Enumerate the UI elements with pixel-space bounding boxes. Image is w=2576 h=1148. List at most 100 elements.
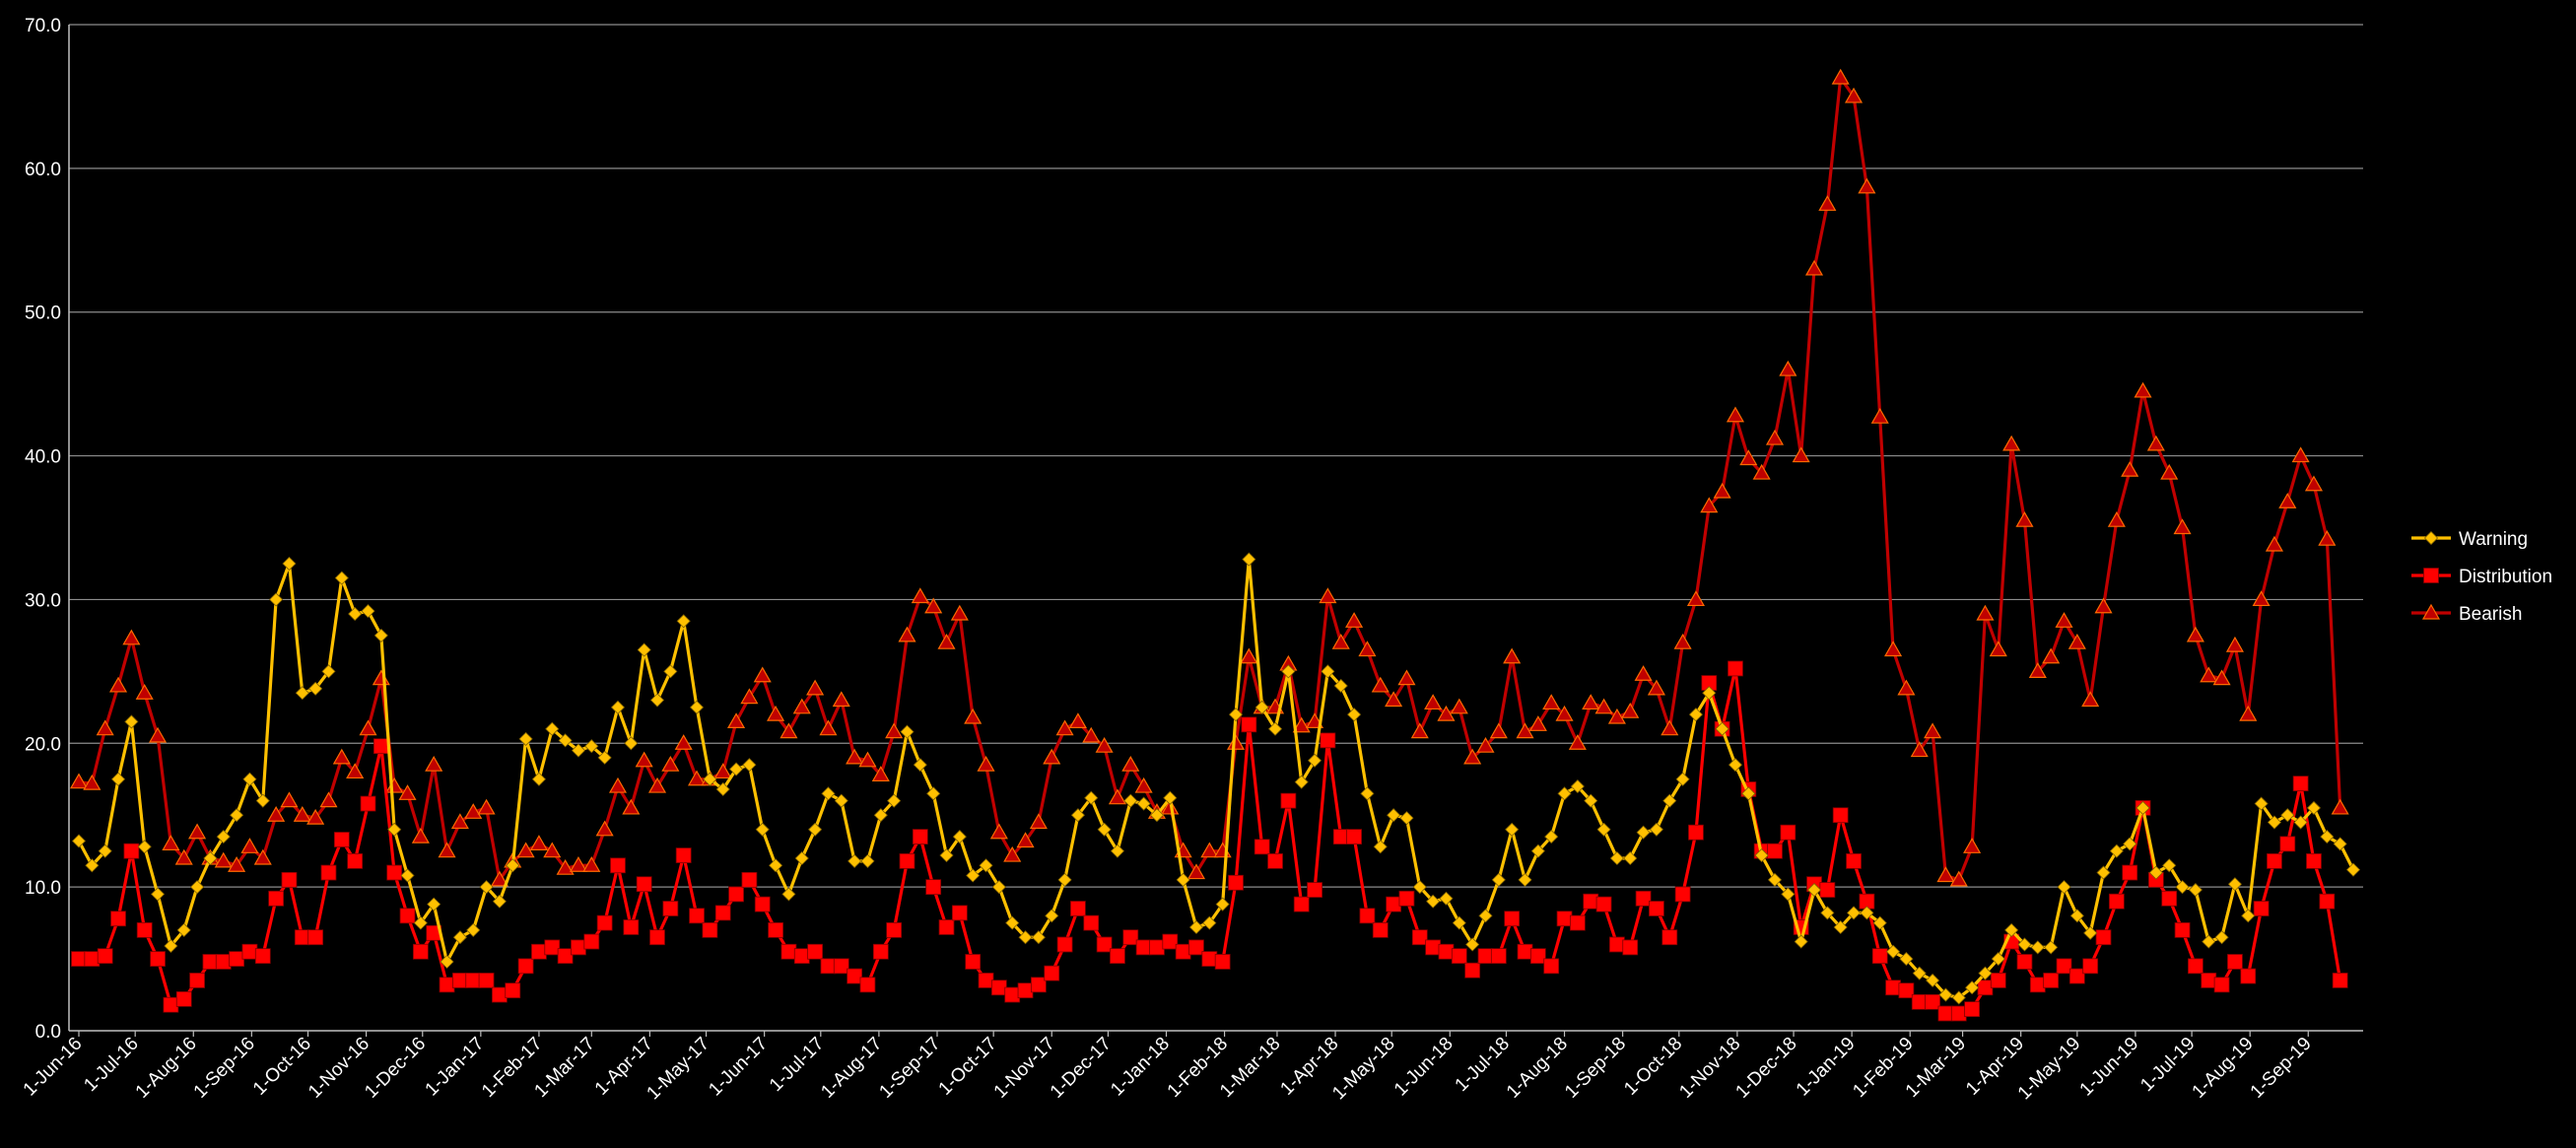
warning-point: [649, 693, 665, 708]
warning-point: [1846, 906, 1862, 920]
warning-point: [1333, 678, 1348, 694]
distribution-point: [110, 911, 126, 927]
bearish-point: [2225, 636, 2244, 652]
warning-point: [1741, 786, 1756, 801]
distribution-point: [1635, 890, 1652, 907]
bearish-point: [1804, 259, 1824, 276]
bearish-point: [1792, 446, 1810, 463]
warning-point: [334, 571, 349, 585]
distribution-point: [412, 943, 429, 960]
legend-distribution-point: [2423, 568, 2439, 583]
warning-point: [518, 731, 533, 746]
y-tick-label: 70.0: [25, 16, 61, 36]
warning-point: [150, 887, 166, 902]
warning-point: [361, 604, 375, 619]
x-tick-label: 1-May-17: [643, 1034, 713, 1105]
bearish-point: [450, 813, 469, 830]
warning-point: [1806, 882, 1822, 898]
bearish-point: [2212, 669, 2231, 686]
bearish-point: [832, 691, 850, 708]
bearish-point: [1489, 722, 1508, 739]
warning-point: [860, 853, 875, 868]
warning-point: [1005, 915, 1020, 930]
distribution-point: [1004, 986, 1021, 1003]
bearish-point: [792, 698, 811, 714]
distribution-point: [544, 939, 561, 956]
distribution-point: [859, 977, 876, 993]
warning-point: [1912, 966, 1927, 980]
distribution-point: [2056, 958, 2072, 975]
distribution-point: [1070, 901, 1086, 916]
distribution-point: [136, 922, 153, 938]
distribution-point: [2227, 954, 2243, 970]
distribution-point: [1188, 939, 1204, 956]
bearish-point: [529, 835, 548, 850]
warning-point: [1557, 786, 1572, 801]
distribution-point: [2213, 977, 2230, 993]
distribution-point: [872, 943, 889, 960]
warning-point: [1242, 552, 1256, 567]
bearish-point: [253, 848, 272, 865]
bearish-point: [1924, 722, 1942, 739]
warning-point: [1609, 850, 1624, 866]
bearish-point: [332, 748, 351, 765]
x-tick-label: 1-Jan-19: [1793, 1034, 1860, 1101]
legend-label: Warning: [2459, 529, 2528, 550]
bearish-point: [267, 806, 286, 822]
warning-point: [1294, 775, 1309, 789]
distribution-point: [2292, 776, 2309, 792]
warning-point: [1254, 700, 1269, 714]
bearish-point: [2121, 460, 2139, 477]
bearish-point: [1686, 590, 1705, 607]
distribution-point: [754, 896, 771, 912]
x-tick-label: 1-Dec-17: [1047, 1034, 1116, 1103]
warning-point: [2254, 796, 2269, 811]
warning-point: [728, 762, 744, 777]
distribution-point: [1504, 911, 1521, 927]
warning-point: [2214, 930, 2229, 945]
distribution-point: [1056, 936, 1073, 953]
distribution-point: [1490, 948, 1507, 965]
warning-point: [1018, 930, 1033, 945]
x-tick-label: 1-Sep-18: [1561, 1034, 1630, 1103]
distribution-point: [1885, 979, 1901, 996]
warning-point: [2267, 815, 2282, 830]
legend-item-bearish: Bearish: [2411, 603, 2522, 625]
distribution-point: [662, 901, 679, 916]
bearish-point: [1121, 755, 1140, 772]
bearish-point: [2028, 662, 2047, 678]
distribution-point: [492, 986, 508, 1003]
warning-point: [1123, 793, 1138, 808]
distribution-point: [505, 982, 521, 999]
warning-point: [2333, 837, 2347, 851]
warning-point: [137, 840, 152, 854]
bearish-point: [83, 774, 102, 790]
distribution-point: [1780, 824, 1796, 841]
bearish-point: [2186, 626, 2204, 642]
bearish-point: [1739, 449, 1758, 466]
bearish-point: [871, 766, 890, 781]
bearish-point: [1503, 647, 1522, 664]
bearish-point: [2265, 535, 2283, 552]
distribution-point: [1241, 716, 1257, 733]
warning-point: [387, 822, 402, 837]
warning-point: [966, 868, 981, 883]
bearish-point: [1095, 736, 1114, 753]
distribution-point: [2016, 954, 2033, 970]
warning-point: [703, 772, 717, 786]
bearish-point: [1082, 726, 1101, 743]
x-tick-label: 1-Sep-16: [190, 1034, 259, 1103]
bearish-point: [214, 851, 233, 868]
distribution-point: [1267, 852, 1283, 869]
warning-point: [1215, 897, 1230, 912]
distribution-point: [163, 996, 179, 1013]
warning-point: [2280, 808, 2295, 823]
warning-point: [1570, 778, 1585, 794]
x-tick-label: 1-Jan-17: [422, 1034, 489, 1101]
distribution-point: [268, 890, 285, 907]
bearish-point: [149, 726, 168, 743]
warning-point: [1070, 808, 1085, 823]
warning-point: [558, 733, 573, 748]
bearish-point: [2081, 691, 2100, 708]
